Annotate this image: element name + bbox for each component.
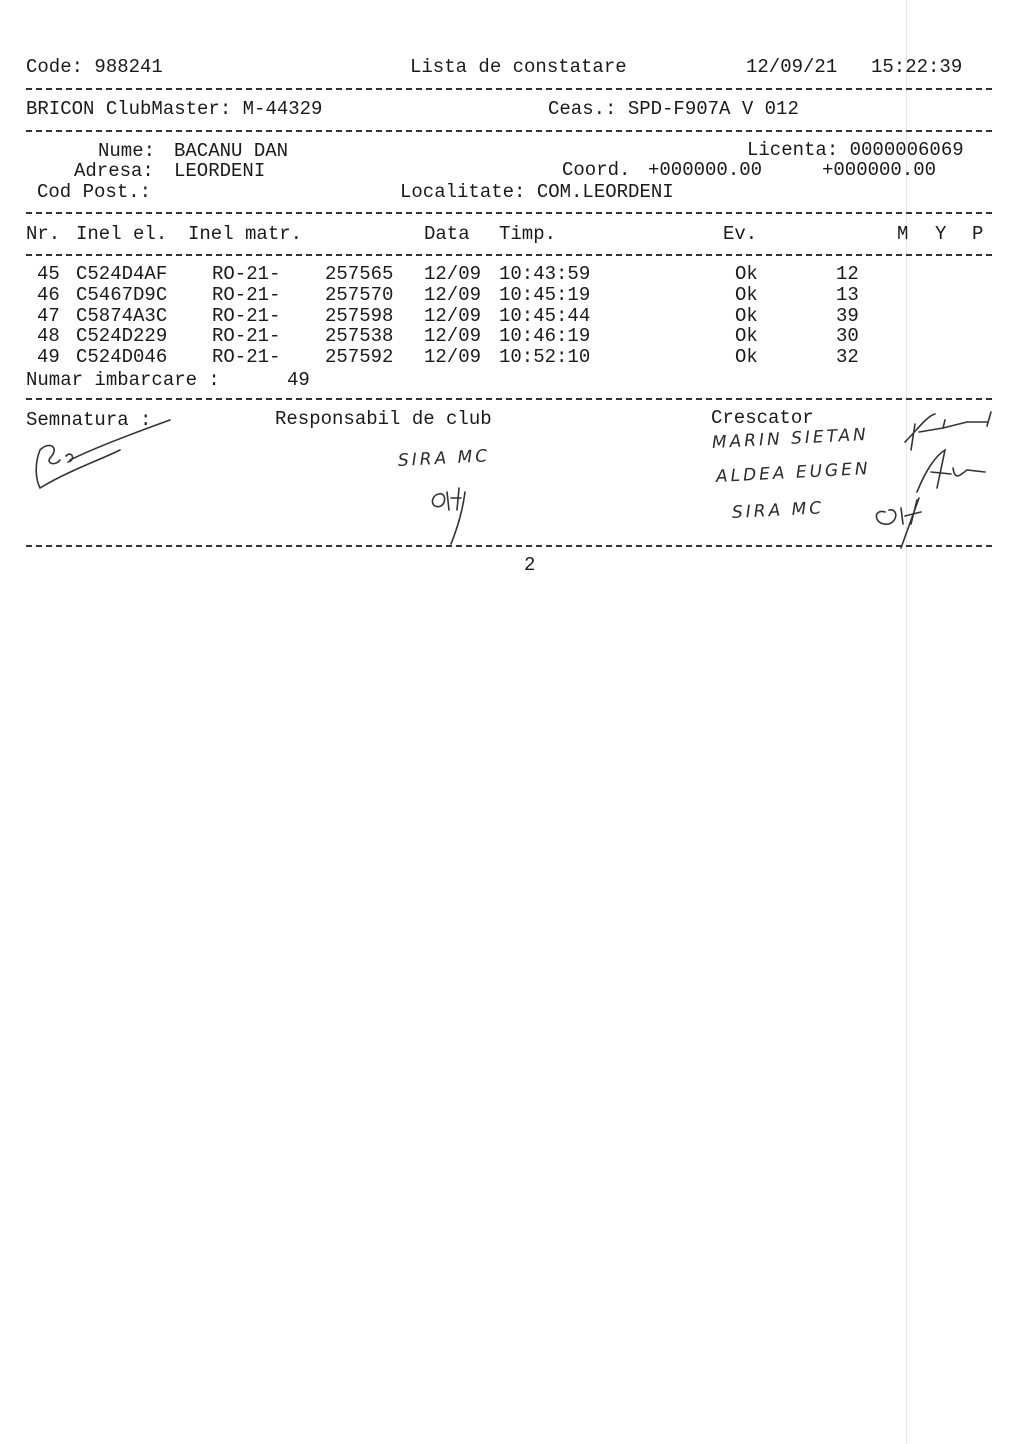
cell-timp: 10:45:19 <box>499 283 591 306</box>
coord-label: Coord. <box>562 159 631 181</box>
print-time: 15:22:39 <box>871 56 963 78</box>
cell-prefix: RO-21- <box>212 263 281 285</box>
cell-ev: Ok <box>735 325 758 348</box>
adresa-value: LEORDENI <box>174 160 266 182</box>
licenta: Licenta: 0000006069 <box>747 139 964 161</box>
cell-nr: 46 <box>37 283 60 306</box>
nume-label: Nume: <box>98 140 156 162</box>
col-y: Y <box>935 223 947 245</box>
cell-inel-el: C5874A3C <box>76 304 168 327</box>
cell-timp: 10:45:44 <box>499 304 591 327</box>
col-nr: Nr. <box>26 223 61 245</box>
signature-crescator <box>875 411 992 549</box>
cell-data: 12/09 <box>424 304 482 327</box>
localitate: Localitate: COM.LEORDENI <box>400 181 674 203</box>
cell-timp: 10:43:59 <box>499 263 591 285</box>
coord-1: +000000.00 <box>648 159 763 181</box>
cell-inel-el: C524D4AF <box>76 263 168 285</box>
cell-matr: 257570 <box>325 283 394 306</box>
divider <box>26 212 992 214</box>
semnatura-label: Semnatura : <box>26 409 152 431</box>
imbarcare-label: Numar imbarcare : <box>26 369 220 391</box>
print-date: 12/09/21 <box>746 56 838 78</box>
cell-ev: Ok <box>735 304 758 327</box>
cell-prefix: RO-21- <box>212 304 281 327</box>
divider <box>26 254 992 256</box>
col-timp: Timp. <box>499 223 557 245</box>
ceas: Ceas.: SPD-F907A V 012 <box>548 98 799 120</box>
cell-data: 12/09 <box>424 346 482 369</box>
signature-semnatura <box>35 419 171 489</box>
crescator-label: Crescator <box>711 407 814 429</box>
cell-val: 13 <box>836 283 859 306</box>
col-data: Data <box>424 223 470 245</box>
cell-nr: 48 <box>37 325 60 348</box>
codpost-label: Cod Post.: <box>37 181 152 203</box>
adresa-label: Adresa: <box>74 160 154 182</box>
cell-val: 30 <box>836 325 859 348</box>
clubmaster: BRICON ClubMaster: M-44329 <box>26 98 323 120</box>
code: Code: 988241 <box>26 56 163 78</box>
document-title: Lista de constatare <box>410 56 627 78</box>
cell-data: 12/09 <box>424 283 482 306</box>
cell-ev: Ok <box>735 263 758 285</box>
divider <box>26 545 992 547</box>
cell-inel-el: C5467D9C <box>76 283 168 306</box>
cell-val: 12 <box>836 263 859 285</box>
imbarcare-value: 49 <box>287 369 310 391</box>
cell-data: 12/09 <box>424 263 482 285</box>
col-inel-matr: Inel matr. <box>188 223 303 245</box>
col-inel-el: Inel el. <box>76 223 168 245</box>
cell-matr: 257538 <box>325 325 394 348</box>
cell-matr: 257592 <box>325 346 394 369</box>
signature-responsabil <box>431 487 466 545</box>
divider <box>26 130 992 132</box>
col-m: M <box>897 223 909 245</box>
cell-val: 39 <box>836 304 859 327</box>
col-p: P <box>972 223 984 245</box>
cell-val: 32 <box>836 346 859 369</box>
cell-data: 12/09 <box>424 325 482 348</box>
cell-nr: 45 <box>37 263 60 285</box>
cell-prefix: RO-21- <box>212 325 281 348</box>
page-number: 2 <box>524 554 536 576</box>
cell-prefix: RO-21- <box>212 346 281 369</box>
cell-prefix: RO-21- <box>212 283 281 306</box>
nume-value: BACANU DAN <box>174 140 289 162</box>
cell-nr: 47 <box>37 304 60 327</box>
cell-ev: Ok <box>735 283 758 306</box>
col-ev: Ev. <box>723 223 758 245</box>
divider <box>26 398 992 400</box>
cell-timp: 10:46:19 <box>499 325 591 348</box>
responsabil-label: Responsabil de club <box>275 408 492 430</box>
cell-nr: 49 <box>37 346 60 369</box>
scan-artifact-line <box>906 0 907 1444</box>
cell-matr: 257598 <box>325 304 394 327</box>
cell-inel-el: C524D229 <box>76 325 168 348</box>
divider <box>26 88 992 90</box>
cell-ev: Ok <box>735 346 758 369</box>
cell-matr: 257565 <box>325 263 394 285</box>
cell-inel-el: C524D046 <box>76 346 168 369</box>
coord-2: +000000.00 <box>822 159 937 181</box>
cell-timp: 10:52:10 <box>499 346 591 369</box>
